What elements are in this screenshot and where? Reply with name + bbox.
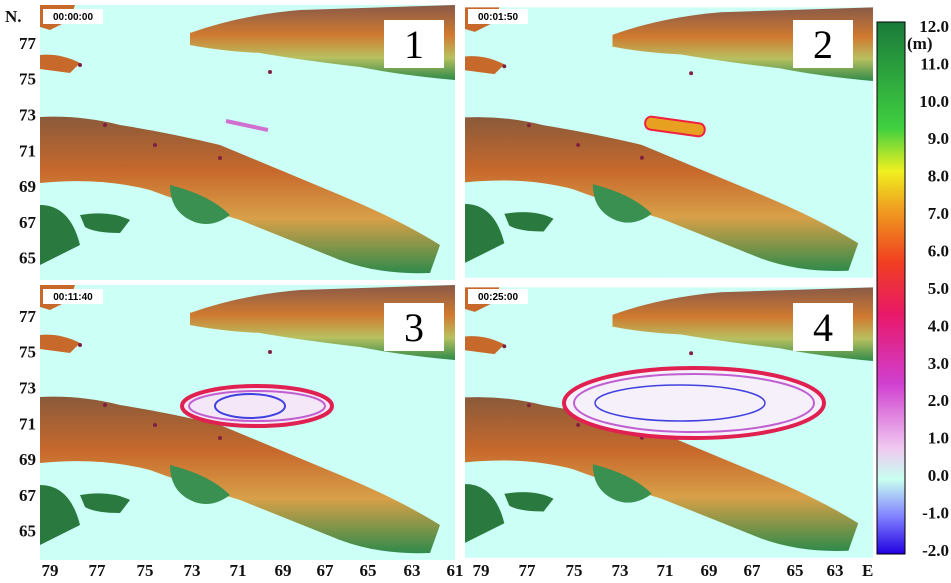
colorbar-unit: (m) <box>907 34 932 53</box>
x-tick-label: 67 <box>744 561 762 580</box>
time: 00:11:40 <box>53 292 93 303</box>
y-tick-label: 73 <box>19 379 36 398</box>
x-tick-label: 71 <box>230 561 247 580</box>
x-tick-label: 71 <box>657 561 674 580</box>
colorbar-label: 0.0 <box>928 466 949 485</box>
y-tick-label: 67 <box>19 213 37 232</box>
panel-number: 2 <box>813 22 833 67</box>
panel: 00:11:40 3 <box>40 285 455 560</box>
x-tick-label: 77 <box>89 561 107 580</box>
x-tick-label: 65 <box>787 561 804 580</box>
colorbar-label: 3.0 <box>928 354 949 373</box>
colorbar-label: 5.0 <box>928 279 949 298</box>
x-tick-label: 61 <box>447 561 464 580</box>
colorbar-label: 1.0 <box>928 429 949 448</box>
panel: 00:00:00 1 <box>40 5 455 280</box>
colorbar-label: 10.0 <box>919 92 949 111</box>
colorbar-label: 4.0 <box>928 316 949 335</box>
x-tick-label: 73 <box>184 561 201 580</box>
y-tick-label: 71 <box>19 414 36 433</box>
y-tick-label: 71 <box>19 141 36 160</box>
y-tick-label: 77 <box>19 307 37 326</box>
colorbar-label: 11.0 <box>920 54 949 73</box>
x-tick-label: 63 <box>827 561 844 580</box>
x-tick-label: 79 <box>42 561 59 580</box>
x-tick-label: 77 <box>519 561 537 580</box>
x-axis-title: E <box>862 561 873 580</box>
panel-number: 3 <box>404 305 424 350</box>
colorbar-label: -2.0 <box>922 541 949 560</box>
y-tick-label: 69 <box>19 450 36 469</box>
y-axis-title: N. <box>5 7 22 26</box>
colorbar-label: -1.0 <box>922 503 949 522</box>
x-tick-label: 69 <box>275 561 292 580</box>
panel-number: 4 <box>813 305 833 350</box>
y-tick-label: 65 <box>19 522 36 541</box>
panel: 00:01:50 2 <box>465 7 873 277</box>
y-tick-label: 77 <box>19 34 37 53</box>
colorbar <box>877 22 905 554</box>
colorbar-label: 7.0 <box>928 204 949 223</box>
panel: 00:25:00 4 <box>465 287 873 557</box>
x-tick-label: 67 <box>317 561 335 580</box>
time: 00:00:00 <box>53 12 93 23</box>
x-tick-label: 75 <box>566 561 583 580</box>
colorbar-label: 2.0 <box>928 391 949 410</box>
y-tick-label: 73 <box>19 106 36 125</box>
figure: 00:00:00 1 00:01:50 2 00:11:40 3 00:25:0… <box>0 0 951 583</box>
time: 00:01:50 <box>478 12 518 23</box>
time: 00:25:00 <box>478 292 518 303</box>
y-tick-label: 69 <box>19 177 36 196</box>
y-tick-label: 67 <box>19 486 37 505</box>
x-tick-label: 79 <box>473 561 490 580</box>
colorbar-label: 6.0 <box>928 241 949 260</box>
x-tick-label: 69 <box>701 561 718 580</box>
y-tick-label: 75 <box>19 70 36 89</box>
wave <box>564 368 824 438</box>
x-tick-label: 75 <box>137 561 154 580</box>
colorbar-label: 9.0 <box>928 129 949 148</box>
x-tick-label: 73 <box>612 561 629 580</box>
x-tick-label: 63 <box>404 561 421 580</box>
y-tick-label: 75 <box>19 343 36 362</box>
x-tick-label: 65 <box>360 561 377 580</box>
panel-number: 1 <box>404 22 424 67</box>
y-tick-label: 65 <box>19 249 36 268</box>
colorbar-label: 8.0 <box>928 167 949 186</box>
